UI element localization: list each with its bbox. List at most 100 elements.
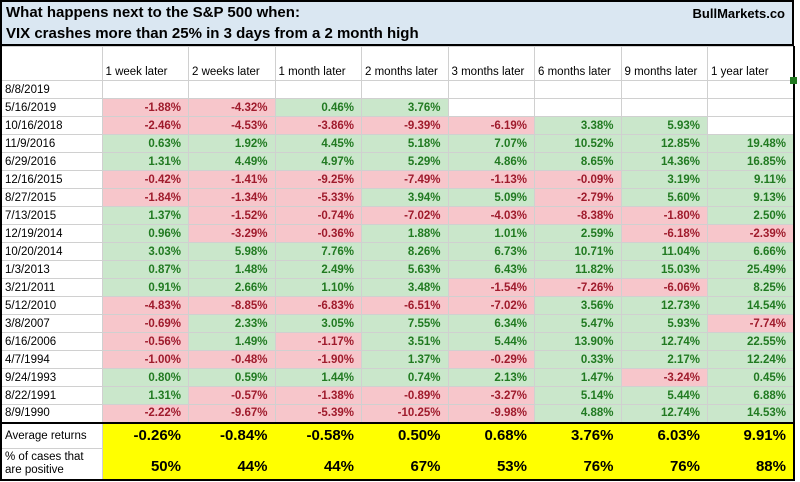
corner-cell[interactable] xyxy=(0,46,103,81)
value-cell[interactable]: 1.37% xyxy=(101,206,189,225)
value-cell[interactable]: 5.63% xyxy=(361,260,449,279)
value-cell[interactable]: 5.93% xyxy=(620,116,708,135)
value-cell[interactable]: 5.98% xyxy=(188,242,276,261)
value-cell[interactable]: 1.01% xyxy=(447,224,535,243)
date-cell[interactable]: 8/8/2019 xyxy=(0,80,103,99)
value-cell[interactable]: -1.38% xyxy=(274,386,362,405)
value-cell[interactable]: 10.71% xyxy=(534,242,622,261)
value-cell[interactable]: 4.86% xyxy=(447,152,535,171)
value-cell[interactable]: -6.19% xyxy=(447,116,535,135)
value-cell[interactable]: -2.22% xyxy=(101,404,189,423)
column-header[interactable]: 1 month later xyxy=(274,46,362,81)
value-cell[interactable]: 2.66% xyxy=(188,278,276,297)
value-cell[interactable]: 11.04% xyxy=(620,242,708,261)
value-cell[interactable]: 14.54% xyxy=(707,296,795,315)
value-cell[interactable]: 0.33% xyxy=(534,350,622,369)
value-cell[interactable]: -0.56% xyxy=(101,332,189,351)
value-cell[interactable]: 4.45% xyxy=(274,134,362,153)
value-cell[interactable]: 1.47% xyxy=(534,368,622,387)
value-cell[interactable] xyxy=(620,98,708,117)
value-cell[interactable]: 5.44% xyxy=(620,386,708,405)
value-cell[interactable]: 0.80% xyxy=(101,368,189,387)
value-cell[interactable]: 1.92% xyxy=(188,134,276,153)
date-cell[interactable]: 12/16/2015 xyxy=(0,170,103,189)
date-cell[interactable]: 1/3/2013 xyxy=(0,260,103,279)
value-cell[interactable]: 1.31% xyxy=(101,386,189,405)
value-cell[interactable]: -0.09% xyxy=(534,170,622,189)
value-cell[interactable]: 12.74% xyxy=(620,332,708,351)
value-cell[interactable]: -2.79% xyxy=(534,188,622,207)
value-cell[interactable]: 3.48% xyxy=(361,278,449,297)
value-cell[interactable]: 4.49% xyxy=(188,152,276,171)
value-cell[interactable]: 11.82% xyxy=(534,260,622,279)
value-cell[interactable]: -1.13% xyxy=(447,170,535,189)
value-cell[interactable]: -1.88% xyxy=(101,98,189,117)
value-cell[interactable]: -3.86% xyxy=(274,116,362,135)
value-cell[interactable]: 2.59% xyxy=(534,224,622,243)
value-cell[interactable]: 3.51% xyxy=(361,332,449,351)
value-cell[interactable]: 4.97% xyxy=(274,152,362,171)
column-header[interactable]: 3 months later xyxy=(447,46,535,81)
date-cell[interactable]: 10/16/2018 xyxy=(0,116,103,135)
column-header[interactable]: 2 weeks later xyxy=(188,46,276,81)
value-cell[interactable]: 5.14% xyxy=(534,386,622,405)
value-cell[interactable]: -9.39% xyxy=(361,116,449,135)
value-cell[interactable]: -4.83% xyxy=(101,296,189,315)
percent-positive-cell[interactable]: 53% xyxy=(447,448,535,480)
value-cell[interactable]: 5.44% xyxy=(447,332,535,351)
date-cell[interactable]: 8/22/1991 xyxy=(0,386,103,405)
value-cell[interactable]: -7.49% xyxy=(361,170,449,189)
percent-positive-cell[interactable]: 76% xyxy=(534,448,622,480)
percent-positive-label[interactable]: % of cases that are positive xyxy=(0,448,103,480)
value-cell[interactable]: 9.11% xyxy=(707,170,795,189)
value-cell[interactable]: 8.65% xyxy=(534,152,622,171)
value-cell[interactable] xyxy=(101,80,189,99)
value-cell[interactable]: 1.48% xyxy=(188,260,276,279)
column-header[interactable]: 6 months later xyxy=(534,46,622,81)
average-label[interactable]: Average returns xyxy=(0,421,103,449)
value-cell[interactable]: -1.90% xyxy=(274,350,362,369)
value-cell[interactable]: -3.24% xyxy=(620,368,708,387)
value-cell[interactable]: -0.42% xyxy=(101,170,189,189)
value-cell[interactable]: -9.25% xyxy=(274,170,362,189)
column-header[interactable]: 1 year later xyxy=(707,46,795,81)
value-cell[interactable]: 6.34% xyxy=(447,314,535,333)
value-cell[interactable]: 3.38% xyxy=(534,116,622,135)
value-cell[interactable]: 0.63% xyxy=(101,134,189,153)
value-cell[interactable]: 4.88% xyxy=(534,404,622,423)
value-cell[interactable]: -1.54% xyxy=(447,278,535,297)
column-header[interactable]: 9 months later xyxy=(620,46,708,81)
value-cell[interactable]: 3.03% xyxy=(101,242,189,261)
value-cell[interactable]: 5.09% xyxy=(447,188,535,207)
value-cell[interactable]: 13.90% xyxy=(534,332,622,351)
percent-positive-cell[interactable]: 44% xyxy=(274,448,362,480)
value-cell[interactable]: -6.83% xyxy=(274,296,362,315)
value-cell[interactable]: -3.27% xyxy=(447,386,535,405)
value-cell[interactable]: 3.56% xyxy=(534,296,622,315)
value-cell[interactable]: -6.06% xyxy=(620,278,708,297)
value-cell[interactable]: -1.17% xyxy=(274,332,362,351)
value-cell[interactable]: -1.80% xyxy=(620,206,708,225)
value-cell[interactable]: -0.74% xyxy=(274,206,362,225)
value-cell[interactable]: 22.55% xyxy=(707,332,795,351)
value-cell[interactable]: 6.88% xyxy=(707,386,795,405)
value-cell[interactable] xyxy=(361,80,449,99)
date-cell[interactable]: 3/8/2007 xyxy=(0,314,103,333)
value-cell[interactable] xyxy=(274,80,362,99)
value-cell[interactable]: 12.74% xyxy=(620,404,708,423)
value-cell[interactable]: -6.18% xyxy=(620,224,708,243)
value-cell[interactable]: 19.48% xyxy=(707,134,795,153)
value-cell[interactable]: 3.19% xyxy=(620,170,708,189)
value-cell[interactable]: 8.25% xyxy=(707,278,795,297)
value-cell[interactable]: -2.39% xyxy=(707,224,795,243)
date-cell[interactable]: 6/29/2016 xyxy=(0,152,103,171)
value-cell[interactable]: -7.26% xyxy=(534,278,622,297)
value-cell[interactable]: 1.44% xyxy=(274,368,362,387)
value-cell[interactable]: 14.53% xyxy=(707,404,795,423)
value-cell[interactable]: -8.38% xyxy=(534,206,622,225)
value-cell[interactable]: 12.85% xyxy=(620,134,708,153)
value-cell[interactable]: 6.43% xyxy=(447,260,535,279)
value-cell[interactable]: 16.85% xyxy=(707,152,795,171)
value-cell[interactable]: 14.36% xyxy=(620,152,708,171)
value-cell[interactable]: 12.24% xyxy=(707,350,795,369)
